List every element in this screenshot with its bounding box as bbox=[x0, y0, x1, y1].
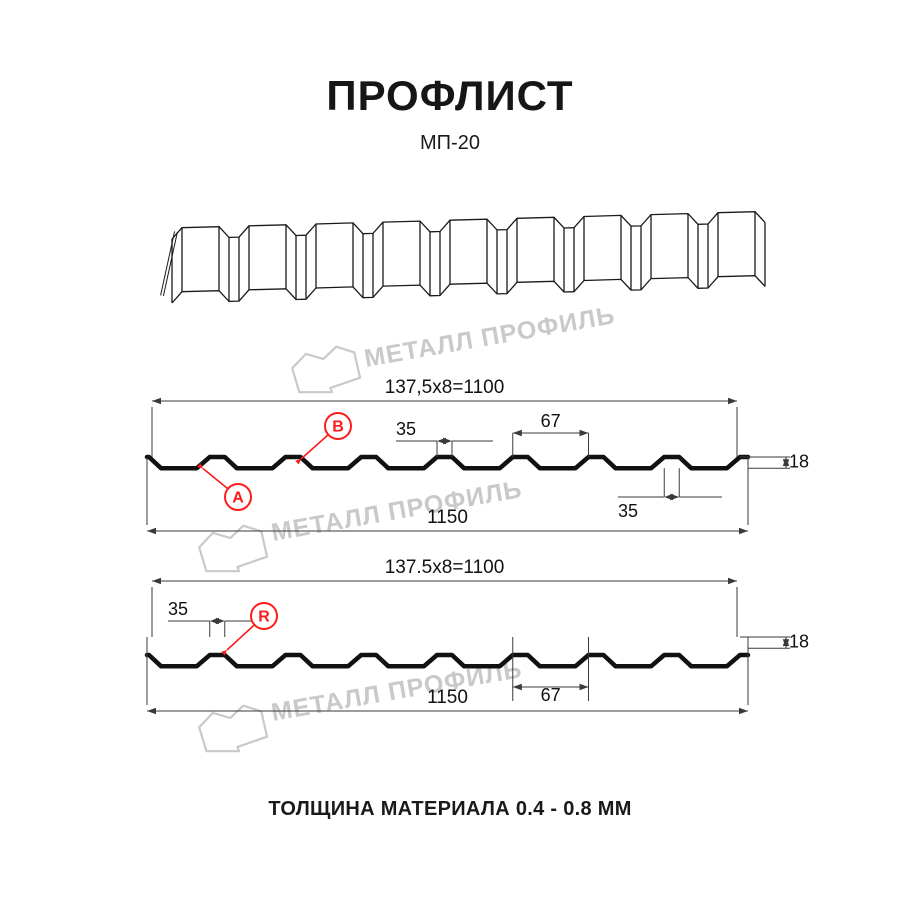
svg-text:18: 18 bbox=[789, 632, 809, 652]
svg-text:35: 35 bbox=[168, 599, 188, 619]
svg-text:1150: 1150 bbox=[427, 687, 468, 708]
svg-text:35: 35 bbox=[618, 501, 638, 521]
svg-text:A: A bbox=[232, 490, 244, 507]
svg-text:1150: 1150 bbox=[427, 507, 468, 528]
svg-text:R: R bbox=[258, 609, 270, 626]
svg-text:67: 67 bbox=[541, 685, 561, 705]
svg-text:МЕТАЛЛ ПРОФИЛЬ: МЕТАЛЛ ПРОФИЛЬ bbox=[362, 301, 617, 373]
svg-text:35: 35 bbox=[396, 419, 416, 439]
svg-text:67: 67 bbox=[541, 411, 561, 431]
svg-text:137,5x8=1100: 137,5x8=1100 bbox=[385, 377, 505, 398]
svg-text:137.5x8=1100: 137.5x8=1100 bbox=[385, 557, 505, 578]
svg-text:B: B bbox=[332, 419, 344, 436]
svg-text:МЕТАЛЛ ПРОФИЛЬ: МЕТАЛЛ ПРОФИЛЬ bbox=[269, 475, 524, 547]
svg-text:18: 18 bbox=[789, 452, 809, 472]
